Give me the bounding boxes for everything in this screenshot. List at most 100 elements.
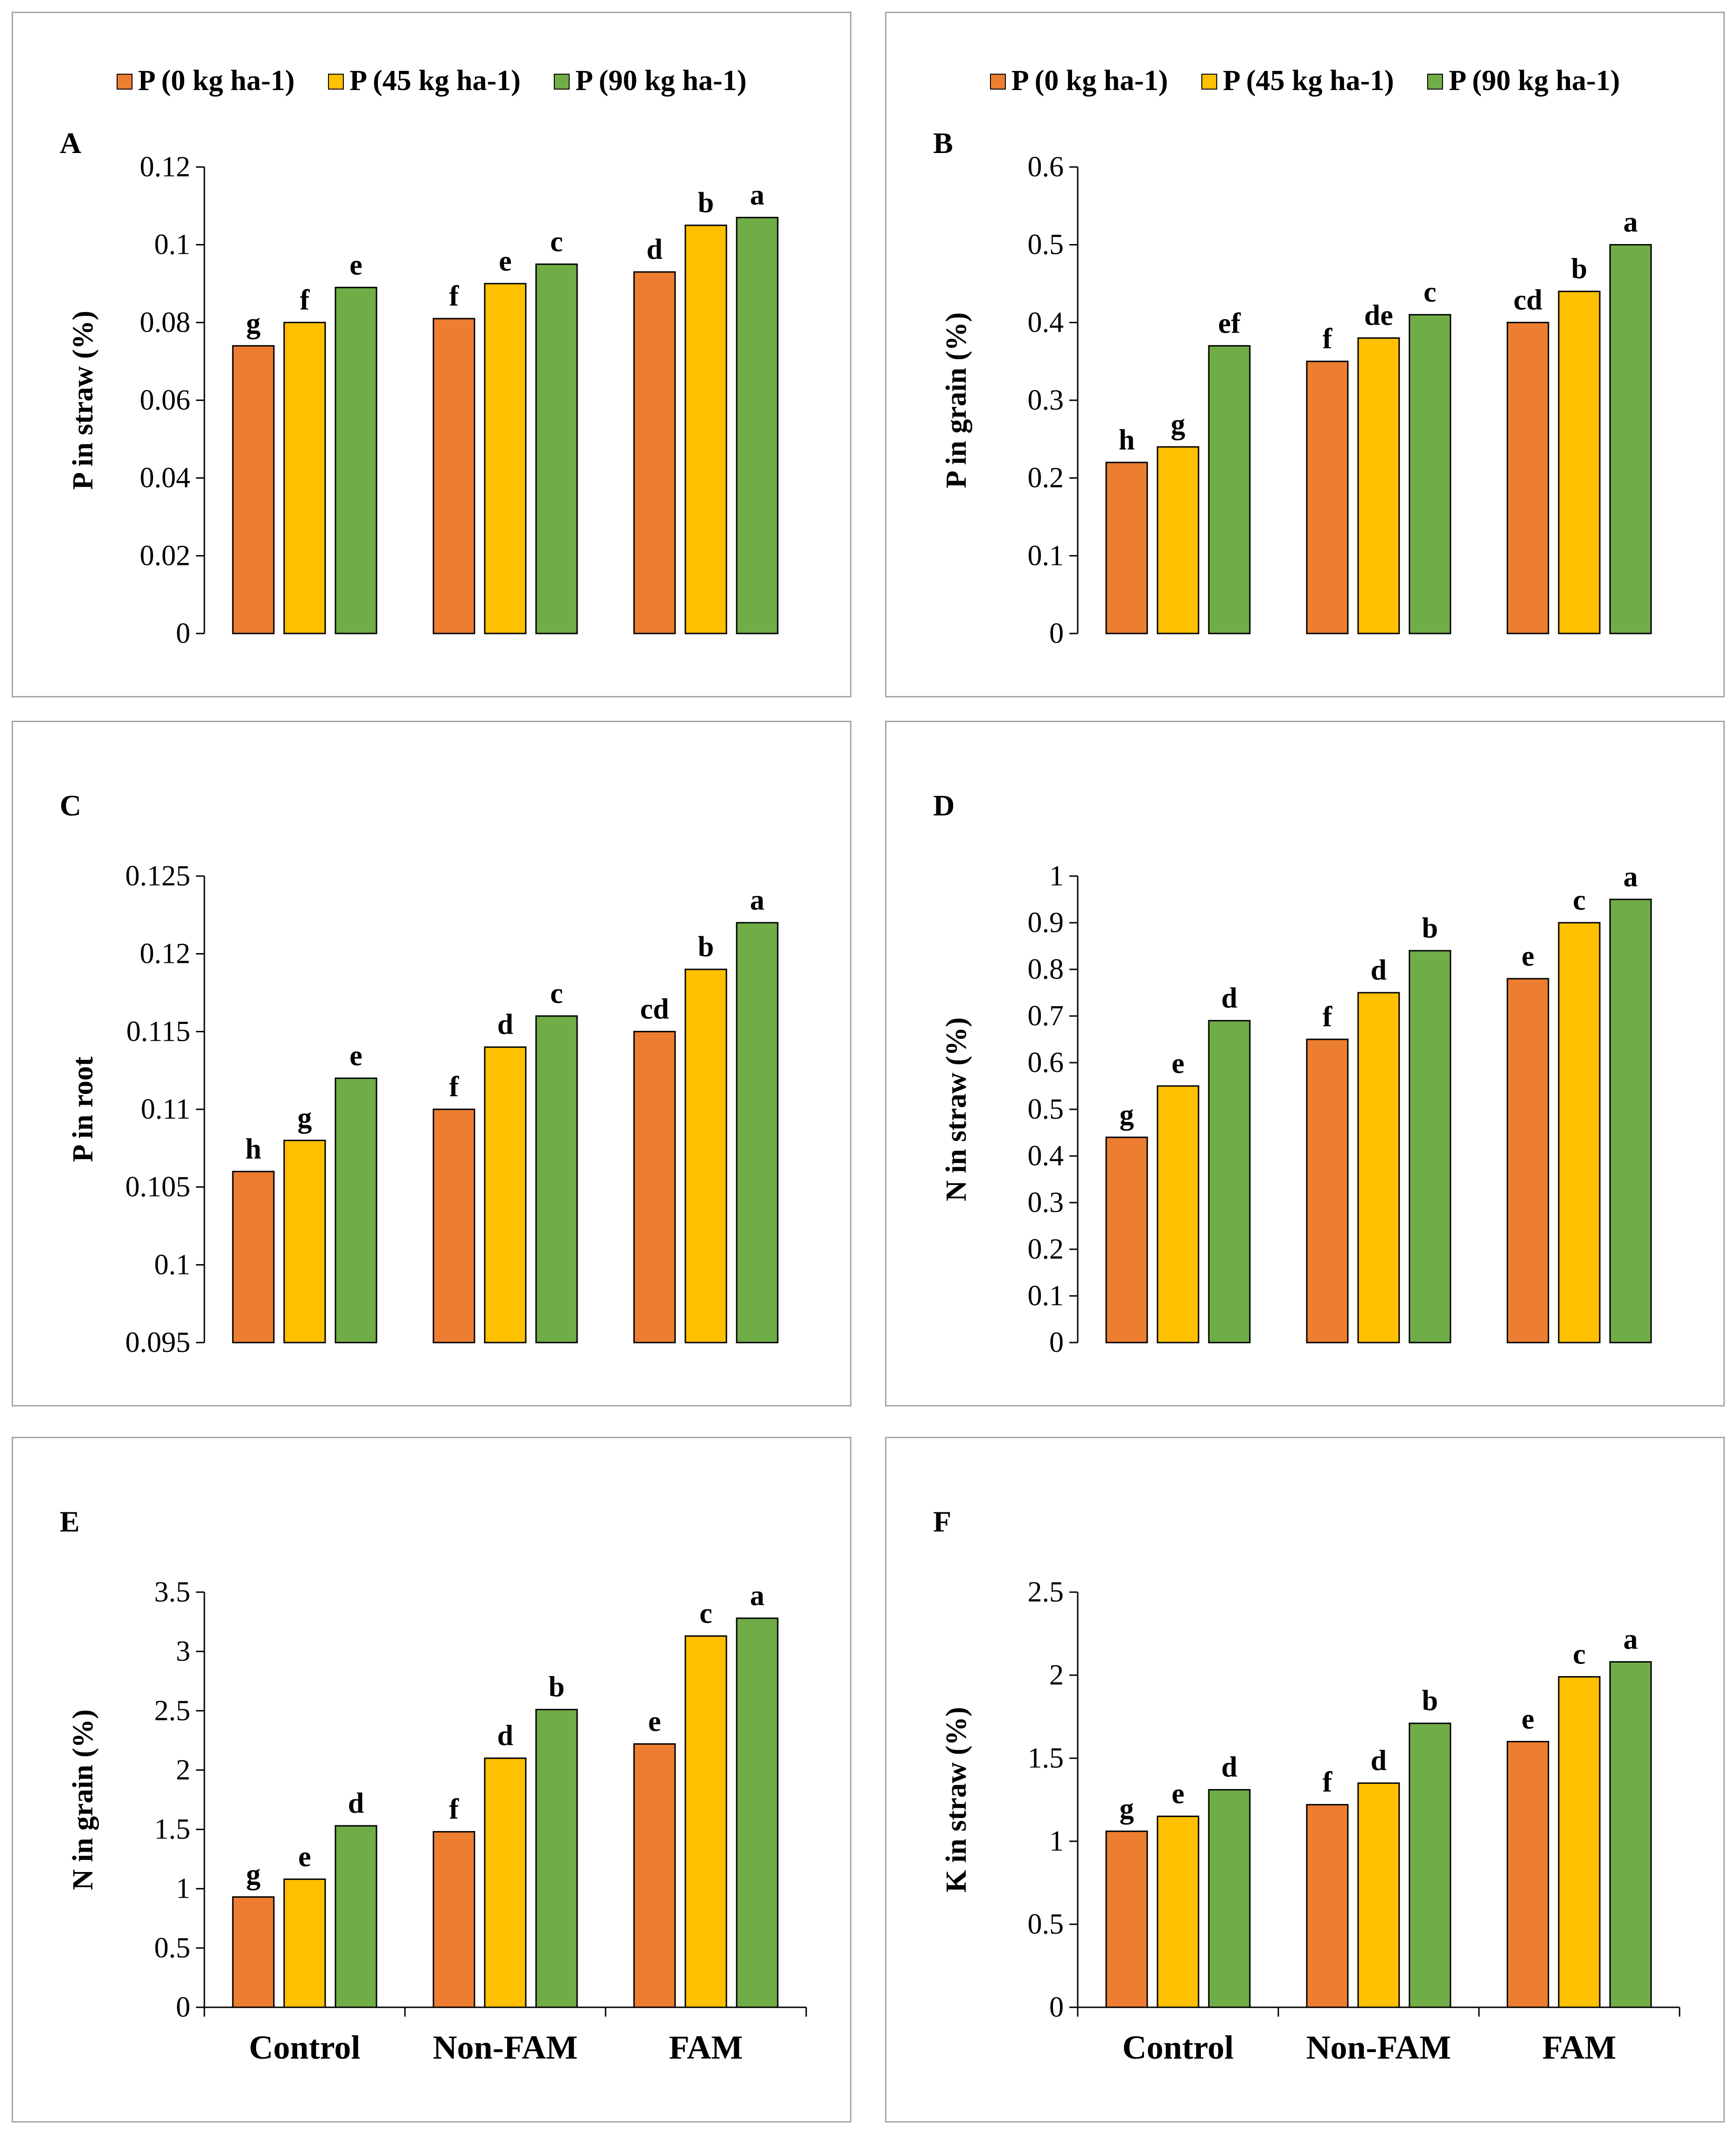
chart-c: C 0.095 0.1 0.105 0.11 0.115 0.12 0.125 P in roo…: [60, 789, 779, 1358]
legend-label-p90: P (90 kg ha-1): [1449, 65, 1620, 97]
y-tick-label: 0.1: [154, 229, 191, 261]
legend-item-p45: P (45 kg ha-1): [328, 64, 521, 97]
bar-fam-p0: [1506, 321, 1549, 634]
chart-b: B 0 0.1 0.2 0.3 0.4 0.5 0.6 P in grain (%) h f cd g d…: [933, 126, 1652, 649]
bar-non-fam-p45: [484, 1046, 527, 1343]
x-category-label-non-fam: Non-FAM: [1306, 2029, 1451, 2066]
bar-non-fam-p45: [1357, 337, 1400, 634]
legend: P (0 kg ha-1) P (45 kg ha-1) P (90 kg ha…: [886, 64, 1723, 97]
y-axis-title: P in grain (%): [941, 312, 972, 488]
significance-letter-non-fam-p90: b: [1422, 912, 1438, 944]
significance-letter-control-p45: g: [1171, 409, 1185, 440]
significance-letter-non-fam-p90: c: [550, 978, 563, 1009]
significance-letter-control-p90: d: [1221, 982, 1237, 1014]
significance-letter-control-p45: e: [1171, 1048, 1185, 1079]
significance-letter-fam-p45: b: [1571, 253, 1587, 285]
legend-label-p0: P (0 kg ha-1): [1011, 65, 1168, 97]
panel-label: B: [933, 126, 953, 160]
significance-letter-control-p45: f: [300, 284, 310, 316]
significance-letter-control-p0: g: [1120, 1793, 1134, 1825]
y-tick-label: 0.6: [1028, 1047, 1064, 1079]
bar-control-p90: [335, 1077, 377, 1343]
significance-letter-fam-p45: c: [699, 1598, 712, 1629]
bar-non-fam-p90: [535, 1015, 578, 1343]
significance-letter-fam-p90: a: [750, 179, 765, 211]
chart-d: D 0 0.1 0.2 0.3 0.4 0.5 0.6 0.7 0.8 0.9 1 N in straw…: [933, 789, 1652, 1358]
panel-e: E 0 0.5 1 1.5 2 2.5 3 3.5 N in grain (%) g f e e d c d b a…: [12, 1437, 851, 2123]
significance-letter-non-fam-p45: d: [1371, 1745, 1387, 1776]
bar-control-p90: [335, 1825, 377, 2008]
significance-letter-non-fam-p90: b: [549, 1671, 565, 1703]
significance-letter-fam-p45: b: [698, 187, 714, 219]
y-axis-title: N in grain (%): [67, 1709, 99, 1890]
y-tick-label: 0.115: [126, 1016, 190, 1047]
bar-non-fam-p90: [535, 263, 578, 634]
significance-letter-control-p0: g: [246, 1859, 261, 1891]
y-tick-label: 1: [176, 1873, 190, 1905]
bar-non-fam-p90: [1408, 314, 1451, 634]
significance-letter-non-fam-p0: f: [1323, 1001, 1333, 1033]
legend-label-p45: P (45 kg ha-1): [349, 65, 521, 97]
significance-letter-non-fam-p45: de: [1364, 300, 1393, 332]
significance-letter-control-p0: h: [1119, 424, 1135, 456]
bar-control-p45: [1157, 1085, 1199, 1343]
bar-control-p0: [1105, 1136, 1148, 1343]
significance-letter-fam-p90: a: [1624, 1624, 1638, 1656]
chart-a: A 0 0.02 0.04 0.06 0.08 0.1 0.12 P in straw (%) g…: [60, 126, 779, 649]
y-tick-label: 3: [176, 1636, 190, 1667]
y-tick-label: 2.5: [154, 1695, 191, 1726]
significance-letter-fam-p90: a: [1624, 861, 1638, 893]
panel-label: F: [933, 1505, 951, 1538]
bar-control-p0: [232, 345, 275, 634]
y-tick-label: 0.3: [1028, 384, 1064, 416]
y-tick-label: 0.4: [1028, 306, 1064, 338]
bar-fam-p45: [684, 968, 727, 1343]
significance-letter-non-fam-p90: c: [550, 226, 563, 258]
x-category-label-non-fam: Non-FAM: [433, 2029, 578, 2066]
bar-fam-p45: [1558, 291, 1601, 634]
bar-non-fam-p0: [1306, 361, 1349, 634]
significance-letter-non-fam-p0: f: [1323, 323, 1333, 355]
bar-non-fam-p0: [432, 1108, 475, 1343]
significance-letter-control-p0: g: [1120, 1099, 1134, 1131]
y-tick-label: 0: [1049, 1991, 1064, 2023]
bar-fam-p0: [633, 1743, 676, 2008]
y-tick-label: 0.2: [1028, 1233, 1064, 1265]
panel-f: F 0 0.5 1 1.5 2 2.5 K in straw (%) g f e e d c d b a Cont…: [885, 1437, 1725, 2123]
significance-letter-fam-p0: e: [1521, 940, 1534, 972]
panel-c: C 0.095 0.1 0.105 0.11 0.115 0.12 0.125 P in roo…: [12, 721, 851, 1406]
y-tick-label: 0.5: [1028, 1908, 1064, 1940]
panel-label: A: [60, 126, 81, 160]
bar-fam-p45: [1558, 922, 1601, 1343]
significance-letter-non-fam-p0: f: [449, 1071, 460, 1103]
y-tick-label: 0.1: [1028, 1280, 1064, 1312]
y-tick-label: 2: [176, 1754, 190, 1786]
significance-letter-non-fam-p45: d: [497, 1009, 513, 1041]
y-tick-label: 0: [1049, 618, 1064, 649]
significance-letter-control-p45: e: [298, 1841, 311, 1872]
y-tick-label: 0: [176, 1991, 190, 2023]
legend-item-p45: P (45 kg ha-1): [1201, 64, 1394, 97]
significance-letter-non-fam-p0: f: [1323, 1767, 1333, 1798]
bar-control-p90: [335, 286, 377, 634]
y-axis-title: N in straw (%): [941, 1017, 972, 1201]
y-axis-title: P in straw (%): [67, 311, 99, 490]
bar-non-fam-p90: [1408, 1722, 1451, 2008]
y-tick-label: 2.5: [1028, 1576, 1064, 1608]
panel-label: D: [933, 789, 955, 822]
bar-fam-p90: [1609, 244, 1652, 634]
y-tick-label: 3.5: [154, 1576, 191, 1608]
bar-control-p45: [283, 1140, 326, 1343]
y-tick-label: 0.12: [140, 938, 191, 970]
bar-fam-p45: [1558, 1676, 1601, 2008]
bar-non-fam-p45: [484, 1757, 527, 2008]
legend-swatch-p45: [328, 73, 344, 90]
bar-fam-p90: [736, 922, 779, 1343]
y-tick-label: 0.095: [125, 1327, 191, 1358]
significance-letter-non-fam-p90: c: [1423, 277, 1436, 308]
significance-letter-non-fam-p90: b: [1422, 1685, 1438, 1717]
panel-label: C: [60, 789, 81, 822]
y-tick-label: 0.5: [1028, 229, 1064, 261]
legend-item-p0: P (0 kg ha-1): [990, 64, 1168, 97]
bar-non-fam-p45: [1357, 1782, 1400, 2008]
